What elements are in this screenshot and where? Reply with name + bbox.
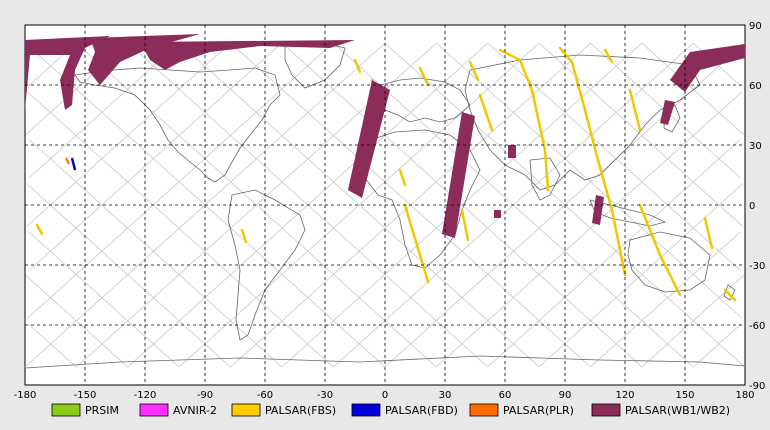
latitude-tick-label: 90 <box>749 21 762 32</box>
longitude-tick-label: -30 <box>317 390 333 401</box>
new-zealand-coastline <box>723 284 736 301</box>
wb-swath-arctic-band <box>140 40 355 70</box>
fbs-swath <box>460 208 470 242</box>
wb-swath-africa-1 <box>442 112 475 238</box>
palsar-wb-swaths <box>25 34 745 238</box>
longitude-tick-label: -120 <box>134 390 157 401</box>
graticule <box>25 25 745 385</box>
indonesia-coastline <box>589 199 667 227</box>
latitude-tick-label: 30 <box>749 141 762 152</box>
antarctica-coastline <box>24 355 746 369</box>
fbs-swath <box>498 48 550 192</box>
fbs-swath <box>628 88 642 132</box>
longitude-tick-label: 60 <box>499 390 512 401</box>
fbs-swath <box>398 168 407 187</box>
longitude-tick-label: -180 <box>14 390 37 401</box>
legend-swatch <box>139 403 169 417</box>
latitude-tick-label: -30 <box>749 261 765 272</box>
wb-swath-pacific-arc-2 <box>88 34 200 85</box>
longitude-tick-label: 150 <box>675 390 694 401</box>
longitude-tick-labels: -180 -150 -120 -90 -60 -30 0 30 60 90 120 150 180 <box>14 390 755 401</box>
latitude-tick-label: -90 <box>749 381 765 392</box>
legend-label: PALSAR(PLR) <box>503 404 574 417</box>
palsar-fbs-swaths <box>35 46 737 302</box>
legend-swatch <box>591 403 621 417</box>
orbit-track <box>281 42 643 368</box>
longitude-tick-label: 30 <box>439 390 452 401</box>
legend-swatch <box>231 403 261 417</box>
fbs-swath <box>723 288 737 302</box>
fbs-swath <box>478 93 494 132</box>
longitude-tick-label: -150 <box>74 390 97 401</box>
fbs-swath <box>353 58 362 74</box>
australia-coastline <box>627 231 711 293</box>
fbs-swath <box>240 228 248 244</box>
longitude-tick-label: -60 <box>257 390 273 401</box>
orbit-track <box>28 42 744 368</box>
orbit-track <box>76 42 437 368</box>
legend-label: PALSAR(FBD) <box>385 404 458 417</box>
longitude-tick-label: 0 <box>382 390 388 401</box>
plr-swath <box>65 157 70 165</box>
wb-swath-japan <box>660 100 675 125</box>
fbs-swath <box>468 60 480 82</box>
legend: PRSIM AVNIR-2 PALSAR(FBS) PALSAR(FBD) PALSAR… <box>51 403 730 417</box>
wb-swath-africa-3 <box>494 210 501 218</box>
longitude-tick-label: -90 <box>197 390 213 401</box>
fbs-swath <box>603 48 614 64</box>
fbs-swath <box>558 46 627 277</box>
legend-label: PRSIM <box>85 404 119 417</box>
latitude-tick-labels: 90 60 30 0 -30 -60 -90 <box>749 21 765 392</box>
legend-swatch <box>351 403 381 417</box>
india-coastline <box>529 157 561 201</box>
latitude-tick-label: -60 <box>749 321 765 332</box>
fbs-swath <box>638 203 682 297</box>
orbit-track <box>29 42 745 368</box>
wb-swath-siberia <box>670 44 745 92</box>
africa-coastline <box>361 129 481 269</box>
legend-label: AVNIR-2 <box>173 404 217 417</box>
legend-label: PALSAR(FBS) <box>265 404 336 417</box>
orbit-track <box>26 42 741 368</box>
wb-swath-pacific-arc-1 <box>25 36 110 110</box>
fbs-swath <box>418 66 430 87</box>
legend-swatch <box>51 403 81 417</box>
legend-swatch <box>469 403 499 417</box>
legend-label: PALSAR(WB1/WB2) <box>625 404 730 417</box>
asia-coastline <box>464 54 701 191</box>
orbit-track <box>26 42 742 368</box>
longitude-tick-label: 180 <box>735 390 754 401</box>
longitude-tick-label: 120 <box>615 390 634 401</box>
wb-swath-atlantic <box>348 80 390 198</box>
fbd-swath <box>70 157 77 171</box>
south-america-coastline <box>227 189 306 341</box>
wb-swath-indonesia <box>592 195 604 225</box>
fbs-swath <box>403 203 430 284</box>
fbs-swath <box>35 223 44 236</box>
orbit-track <box>27 42 743 368</box>
longitude-tick-label: 90 <box>559 390 572 401</box>
orbit-track <box>28 42 744 368</box>
fbs-swath <box>703 216 714 250</box>
wb-swath-africa-2 <box>508 145 516 158</box>
orbit-track <box>178 42 540 368</box>
latitude-tick-label: 0 <box>749 201 755 212</box>
latitude-tick-label: 60 <box>749 81 762 92</box>
